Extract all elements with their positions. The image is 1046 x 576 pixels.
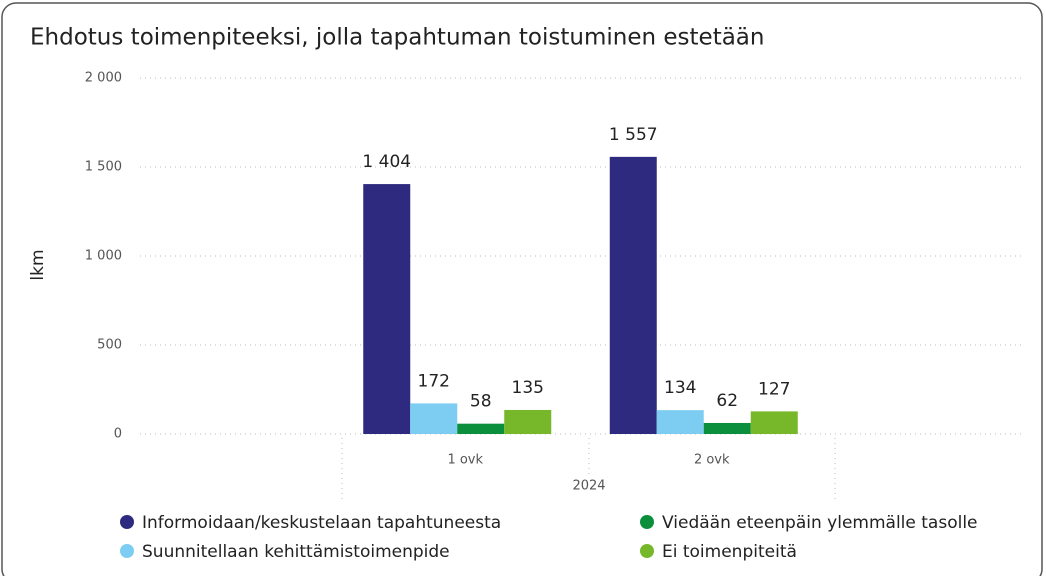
bar — [363, 184, 411, 434]
data-label: 1 557 — [609, 125, 658, 145]
legend-label: Informoidaan/keskustelaan tapahtuneesta — [142, 513, 501, 533]
legend-marker — [120, 515, 134, 529]
legend-marker — [640, 544, 654, 558]
bar — [609, 156, 657, 434]
data-label: 62 — [716, 391, 738, 411]
x-tick-label: 2 ovk — [694, 453, 730, 468]
bar — [504, 409, 552, 434]
legend-label: Viedään eteenpäin ylemmälle tasolle — [662, 513, 978, 533]
bar — [656, 410, 704, 434]
y-tick-label: 1 500 — [85, 160, 122, 175]
legend-label: Ei toimenpiteitä — [662, 542, 797, 562]
data-label: 172 — [418, 371, 450, 391]
chart-title: Ehdotus toimenpiteeksi, jolla tapahtuman… — [30, 25, 764, 51]
y-tick-label: 500 — [97, 338, 122, 353]
data-label: 1 404 — [362, 152, 411, 172]
bar — [750, 411, 798, 434]
y-tick-label: 2 000 — [85, 71, 122, 86]
legend-marker — [120, 544, 134, 558]
bar — [457, 423, 505, 434]
y-tick-label: 0 — [114, 427, 122, 442]
data-label: 127 — [758, 379, 790, 399]
data-label: 134 — [664, 378, 696, 398]
bar — [410, 403, 458, 434]
y-axis-label: lkm — [28, 249, 48, 280]
data-label: 135 — [512, 378, 544, 398]
x-tick-label: 1 ovk — [447, 453, 483, 468]
y-tick-label: 1 000 — [85, 249, 122, 264]
data-label: 58 — [470, 392, 492, 412]
legend-label: Suunnitellaan kehittämistoimenpide — [142, 542, 450, 562]
legend-marker — [640, 515, 654, 529]
bar — [703, 422, 751, 434]
group-label: 2024 — [572, 479, 605, 494]
